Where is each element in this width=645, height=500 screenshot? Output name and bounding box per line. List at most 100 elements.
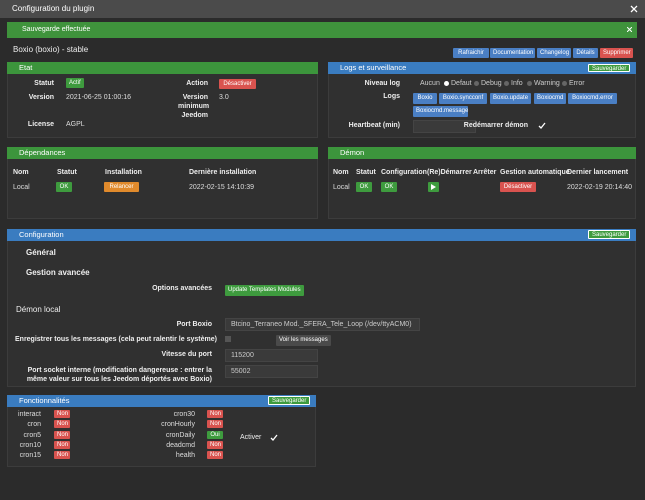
top-bar	[0, 0, 645, 18]
demon-panel	[328, 147, 636, 219]
label: Port Boxio	[176, 321, 212, 328]
column-header: Statut	[57, 169, 77, 176]
radio	[562, 81, 567, 86]
label: Redémarrer démon	[463, 122, 528, 129]
alert	[7, 22, 637, 38]
label: Vitesse du port	[161, 351, 212, 358]
plugin-title: Boxio (boxio) - stable	[13, 45, 89, 54]
save-button[interactable]: Sauvegarder	[268, 396, 311, 405]
function-name: cronHourly	[161, 421, 195, 429]
panel-header: Fonctionnalités	[7, 395, 316, 407]
function-name: health	[175, 452, 195, 460]
column-header: Gestion automatique	[500, 169, 570, 176]
radio-label: Aucun	[420, 80, 440, 87]
save-button[interactable]: Sauvegarder	[588, 230, 631, 239]
label: Logs	[383, 93, 400, 100]
column-header: Dernier lancement	[567, 169, 629, 176]
column-header: Installation	[105, 169, 142, 176]
radio-label: Defaut	[451, 80, 472, 87]
disable-button[interactable]: Désactiver	[500, 182, 536, 192]
radio-label: Error	[569, 80, 585, 87]
column-header: (Re)Démarrer	[427, 169, 472, 176]
label: License	[27, 121, 54, 128]
speed-select[interactable]: 115200	[225, 349, 318, 362]
radio-checked	[444, 81, 449, 86]
toolbar-button[interactable]: Détails	[573, 48, 598, 58]
log-button[interactable]: Boxiocmd	[534, 93, 566, 104]
label: Activer	[240, 434, 262, 441]
function-state: Oui	[207, 430, 223, 439]
value: AGPL	[66, 121, 85, 128]
function-state: Non	[54, 420, 70, 429]
disable-button[interactable]: Désactiver	[219, 79, 256, 89]
radio-label: Debug	[481, 80, 502, 87]
log-button[interactable]: Boxio.syncconf	[439, 93, 487, 104]
update-templates-button[interactable]: Update Templates Modules	[225, 285, 304, 296]
log-button[interactable]: Boxiocmd.error	[568, 93, 617, 104]
column-header: Dernière installation	[189, 169, 257, 176]
checkmark[interactable]	[538, 122, 546, 129]
close-icon[interactable]	[630, 5, 638, 13]
view-messages-button[interactable]: Voir les messages	[276, 335, 331, 346]
value: 2021-06-25 01:00:16	[66, 94, 131, 101]
alert-text: Sauvegarde effectuée	[22, 26, 91, 33]
toolbar-button[interactable]: Documentation	[490, 48, 535, 58]
function-state: Non	[207, 440, 223, 449]
column-header: Nom	[333, 169, 349, 176]
log-button[interactable]: Boxio.update	[490, 93, 531, 104]
function-name: cron5	[23, 431, 41, 439]
alert-close[interactable]	[627, 27, 632, 32]
relaunch-button[interactable]: Relancer	[104, 182, 139, 192]
toolbar-button[interactable]: Changelog	[537, 48, 571, 58]
cell: 2022-02-15 14:10:39	[189, 184, 254, 191]
config-badge: OK	[381, 182, 397, 192]
save-button[interactable]: Sauvegarder	[588, 64, 631, 72]
section-title: Gestion avancée	[26, 268, 90, 277]
function-name: cron15	[19, 452, 41, 460]
radio-label: Warning	[534, 80, 560, 87]
toolbar-button[interactable]: Supprimer	[600, 48, 633, 58]
toolbar-button[interactable]: Rafraichir	[453, 48, 489, 58]
label: Version	[28, 94, 54, 101]
label: Version minimum Jeedom	[178, 94, 210, 119]
function-name: cronDaily	[165, 431, 195, 439]
panel-header: Etat	[7, 62, 318, 74]
function-state: Non	[54, 451, 70, 460]
column-header: Arrêter	[473, 169, 497, 176]
port-select[interactable]: Btcino_Terraneo Mod._SFERA_Tele_Loop (/d…	[225, 318, 420, 331]
panel-header: Logs et surveillance	[328, 62, 636, 74]
log-button[interactable]: Boxio	[413, 93, 437, 104]
label: Action	[186, 80, 208, 87]
function-name: interact	[18, 411, 41, 418]
label: Options avancées	[152, 285, 212, 292]
section-title: Général	[26, 248, 56, 257]
status-badge: OK	[356, 182, 372, 192]
panel-header: Démon	[328, 147, 636, 159]
label: Heartbeat (min)	[348, 122, 400, 129]
socket-input[interactable]: 55002	[225, 365, 318, 378]
function-state: Non	[207, 420, 223, 429]
panel-header: Dépendances	[7, 147, 318, 159]
label: Port socket interne (modification danger…	[26, 367, 212, 383]
function-name: cron30	[173, 411, 195, 418]
column-header: Nom	[13, 169, 29, 176]
function-state: Non	[54, 410, 70, 418]
window-title: Configuration du plugin	[12, 4, 95, 13]
checkbox[interactable]	[225, 336, 231, 342]
heartbeat-input[interactable]	[413, 120, 476, 133]
radio	[474, 81, 479, 86]
radio-label: Info	[511, 80, 523, 87]
log-button[interactable]: Boxiocmd.message	[413, 106, 468, 117]
configuration-panel	[7, 229, 636, 387]
function-name: deadcmd	[166, 441, 195, 449]
cell: Local	[333, 184, 350, 191]
checkmark[interactable]	[270, 434, 278, 441]
function-name: cron10	[19, 441, 41, 449]
cell: 2022-02-19 20:14:40	[567, 184, 632, 191]
status-badge: Actif	[66, 78, 84, 88]
function-state: Non	[207, 410, 223, 418]
radio	[504, 81, 509, 86]
function-name: cron	[27, 421, 41, 429]
label: Niveau log	[364, 80, 400, 87]
